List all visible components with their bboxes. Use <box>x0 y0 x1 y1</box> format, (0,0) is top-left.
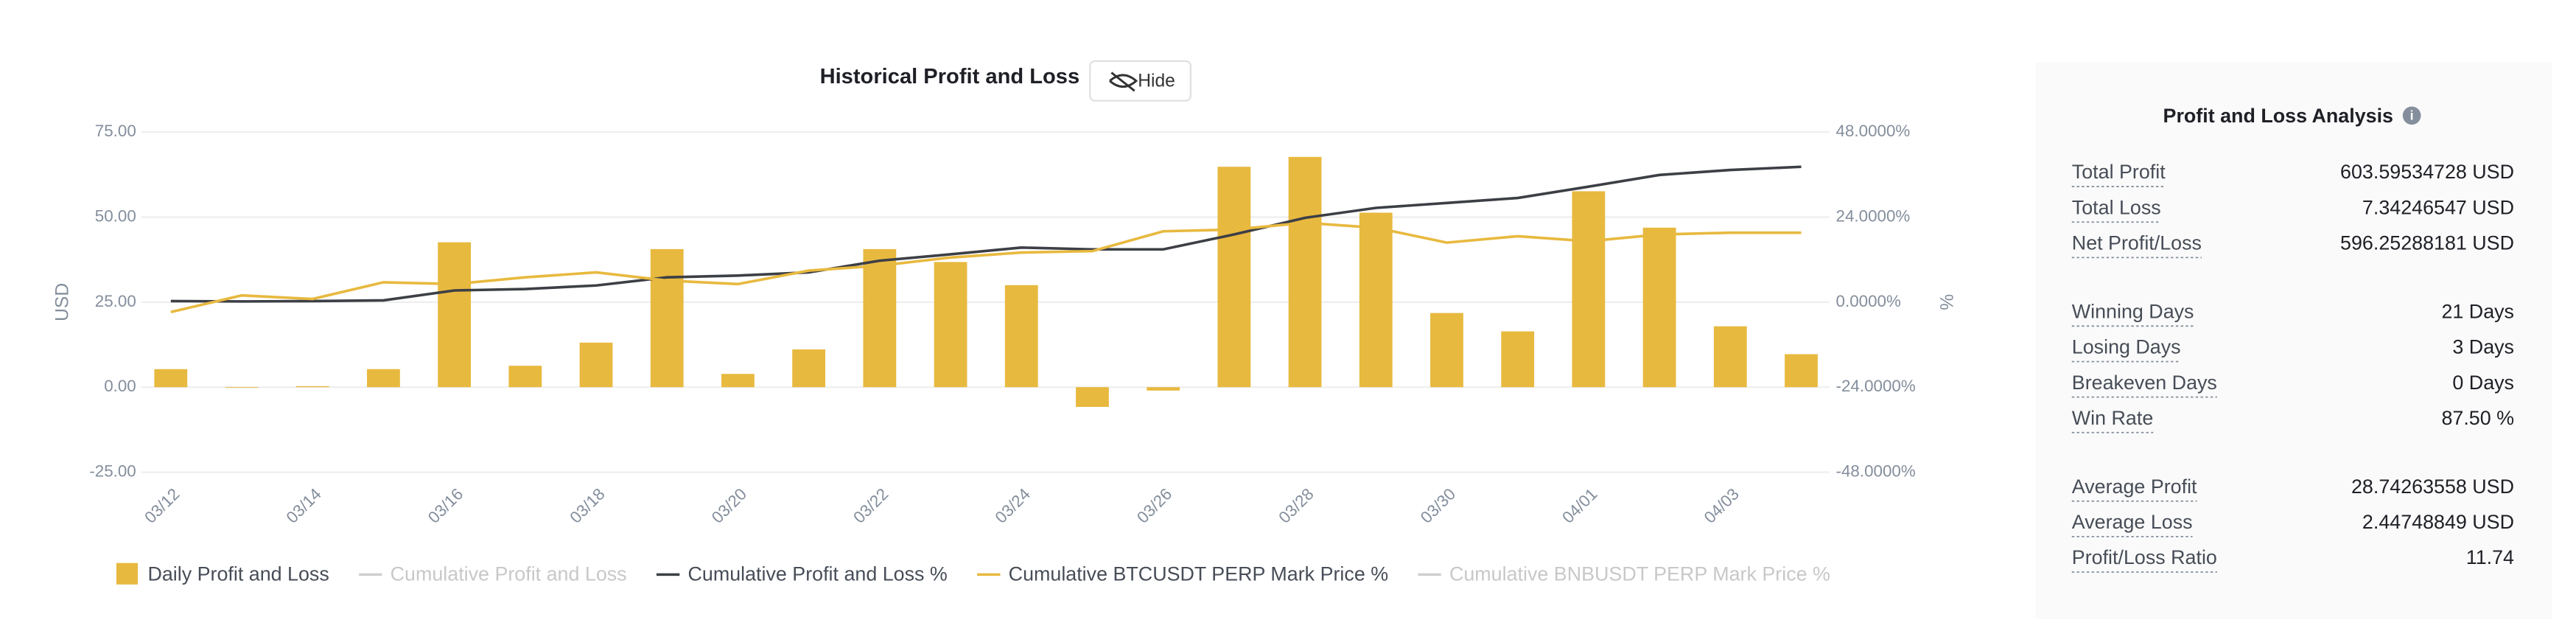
x-tick-label: 04/01 <box>1558 484 1600 526</box>
panel-title: Profit and Loss Analysis <box>2163 105 2393 127</box>
bar <box>1642 227 1676 388</box>
y-tick-label: 25.00 <box>95 292 136 310</box>
y-axis-label: USD <box>53 283 73 321</box>
metric-label: Winning Days <box>2072 300 2194 322</box>
x-tick-label: 03/18 <box>566 484 608 526</box>
x-tick-label: 03/16 <box>424 484 466 526</box>
x-tick-label: 04/03 <box>1701 484 1743 526</box>
x-tick-label: 03/24 <box>992 484 1034 526</box>
bar <box>863 248 897 388</box>
hide-icon <box>1109 72 1138 92</box>
info-icon[interactable] <box>2402 106 2421 125</box>
metric-label: Profit/Loss Ratio <box>2072 546 2217 568</box>
legend-label[interactable]: Cumulative BNBUSDT PERP Mark Price % <box>1449 563 1830 585</box>
bar <box>438 242 472 388</box>
bar <box>154 369 188 388</box>
metric-value: 596.25288181 USD <box>2340 232 2514 254</box>
metric-label: Average Loss <box>2072 511 2193 533</box>
x-tick-label: 03/30 <box>1417 484 1459 526</box>
legend-swatch[interactable] <box>116 562 139 585</box>
y2-tick-label: -48.0000% <box>1836 461 1916 480</box>
metric-label: Breakeven Days <box>2072 372 2217 394</box>
bar <box>1217 167 1251 388</box>
chart-title: Historical Profit and Loss <box>820 65 1080 88</box>
metric-value: 7.34246547 USD <box>2362 196 2514 218</box>
metric-value: 21 Days <box>2441 300 2514 322</box>
y2-tick-label: 48.0000% <box>1836 122 1911 140</box>
y-tick-label: -25.00 <box>89 461 136 480</box>
x-tick-label: 03/12 <box>141 484 183 526</box>
bar <box>721 374 755 388</box>
bar <box>1288 156 1322 388</box>
legend-label[interactable]: Daily Profit and Loss <box>147 563 329 585</box>
metric-value: 28.74263558 USD <box>2351 475 2514 498</box>
panel-bg <box>2035 63 2552 619</box>
metric-value: 11.74 <box>2466 546 2514 568</box>
metric-value: 2.44748849 USD <box>2362 511 2514 533</box>
bar <box>1004 285 1038 388</box>
y-tick-label: 0.00 <box>104 377 136 395</box>
metric-label: Win Rate <box>2072 407 2153 429</box>
bar <box>1359 212 1393 388</box>
x-tick-label: 03/26 <box>1133 484 1175 526</box>
metric-label: Total Profit <box>2072 161 2166 183</box>
legend-label[interactable]: Cumulative Profit and Loss % <box>687 563 947 585</box>
metric-value: 3 Days <box>2452 336 2514 358</box>
metric-value: 603.59534728 USD <box>2340 161 2514 183</box>
bar <box>225 387 259 389</box>
bar <box>295 386 329 388</box>
bar <box>579 342 613 388</box>
y-tick-label: 50.00 <box>95 206 136 225</box>
x-tick-label: 03/28 <box>1275 484 1317 526</box>
metric-label: Losing Days <box>2072 336 2181 358</box>
x-tick-label: 03/14 <box>283 484 325 526</box>
bar <box>792 349 826 388</box>
metric-value: 0 Days <box>2452 372 2514 394</box>
bar <box>1713 326 1747 388</box>
button-bg[interactable] <box>1089 60 1191 102</box>
y2-axis-label: % <box>1936 294 1956 310</box>
line <box>170 165 1802 303</box>
bar <box>1430 313 1463 388</box>
legend-label[interactable]: Cumulative BTCUSDT PERP Mark Price % <box>1009 563 1388 585</box>
bar <box>1785 354 1818 388</box>
info-icon-glyph: i <box>2410 108 2414 123</box>
hide-button[interactable]: Hide <box>1089 60 1191 102</box>
bar <box>1572 191 1606 388</box>
bar <box>1076 387 1109 407</box>
line <box>170 221 1802 314</box>
bar <box>934 262 967 388</box>
y2-tick-label: 0.0000% <box>1836 292 1901 310</box>
metric-value: 87.50 % <box>2441 407 2514 429</box>
y-tick-label: 75.00 <box>95 122 136 140</box>
legend-label[interactable]: Cumulative Profit and Loss <box>391 563 627 585</box>
y2-tick-label: 24.0000% <box>1836 206 1911 225</box>
metric-label: Net Profit/Loss <box>2072 232 2202 254</box>
bar <box>367 369 400 388</box>
bar <box>508 366 542 388</box>
y2-tick-label: -24.0000% <box>1836 377 1916 395</box>
button-label[interactable]: Hide <box>1138 71 1175 91</box>
metric-label: Average Profit <box>2072 475 2197 498</box>
bar <box>1147 387 1180 391</box>
bar <box>1501 331 1535 388</box>
metric-label: Total Loss <box>2072 196 2161 218</box>
bar <box>650 248 684 388</box>
x-tick-label: 03/20 <box>708 484 750 526</box>
x-tick-label: 03/22 <box>850 484 892 526</box>
